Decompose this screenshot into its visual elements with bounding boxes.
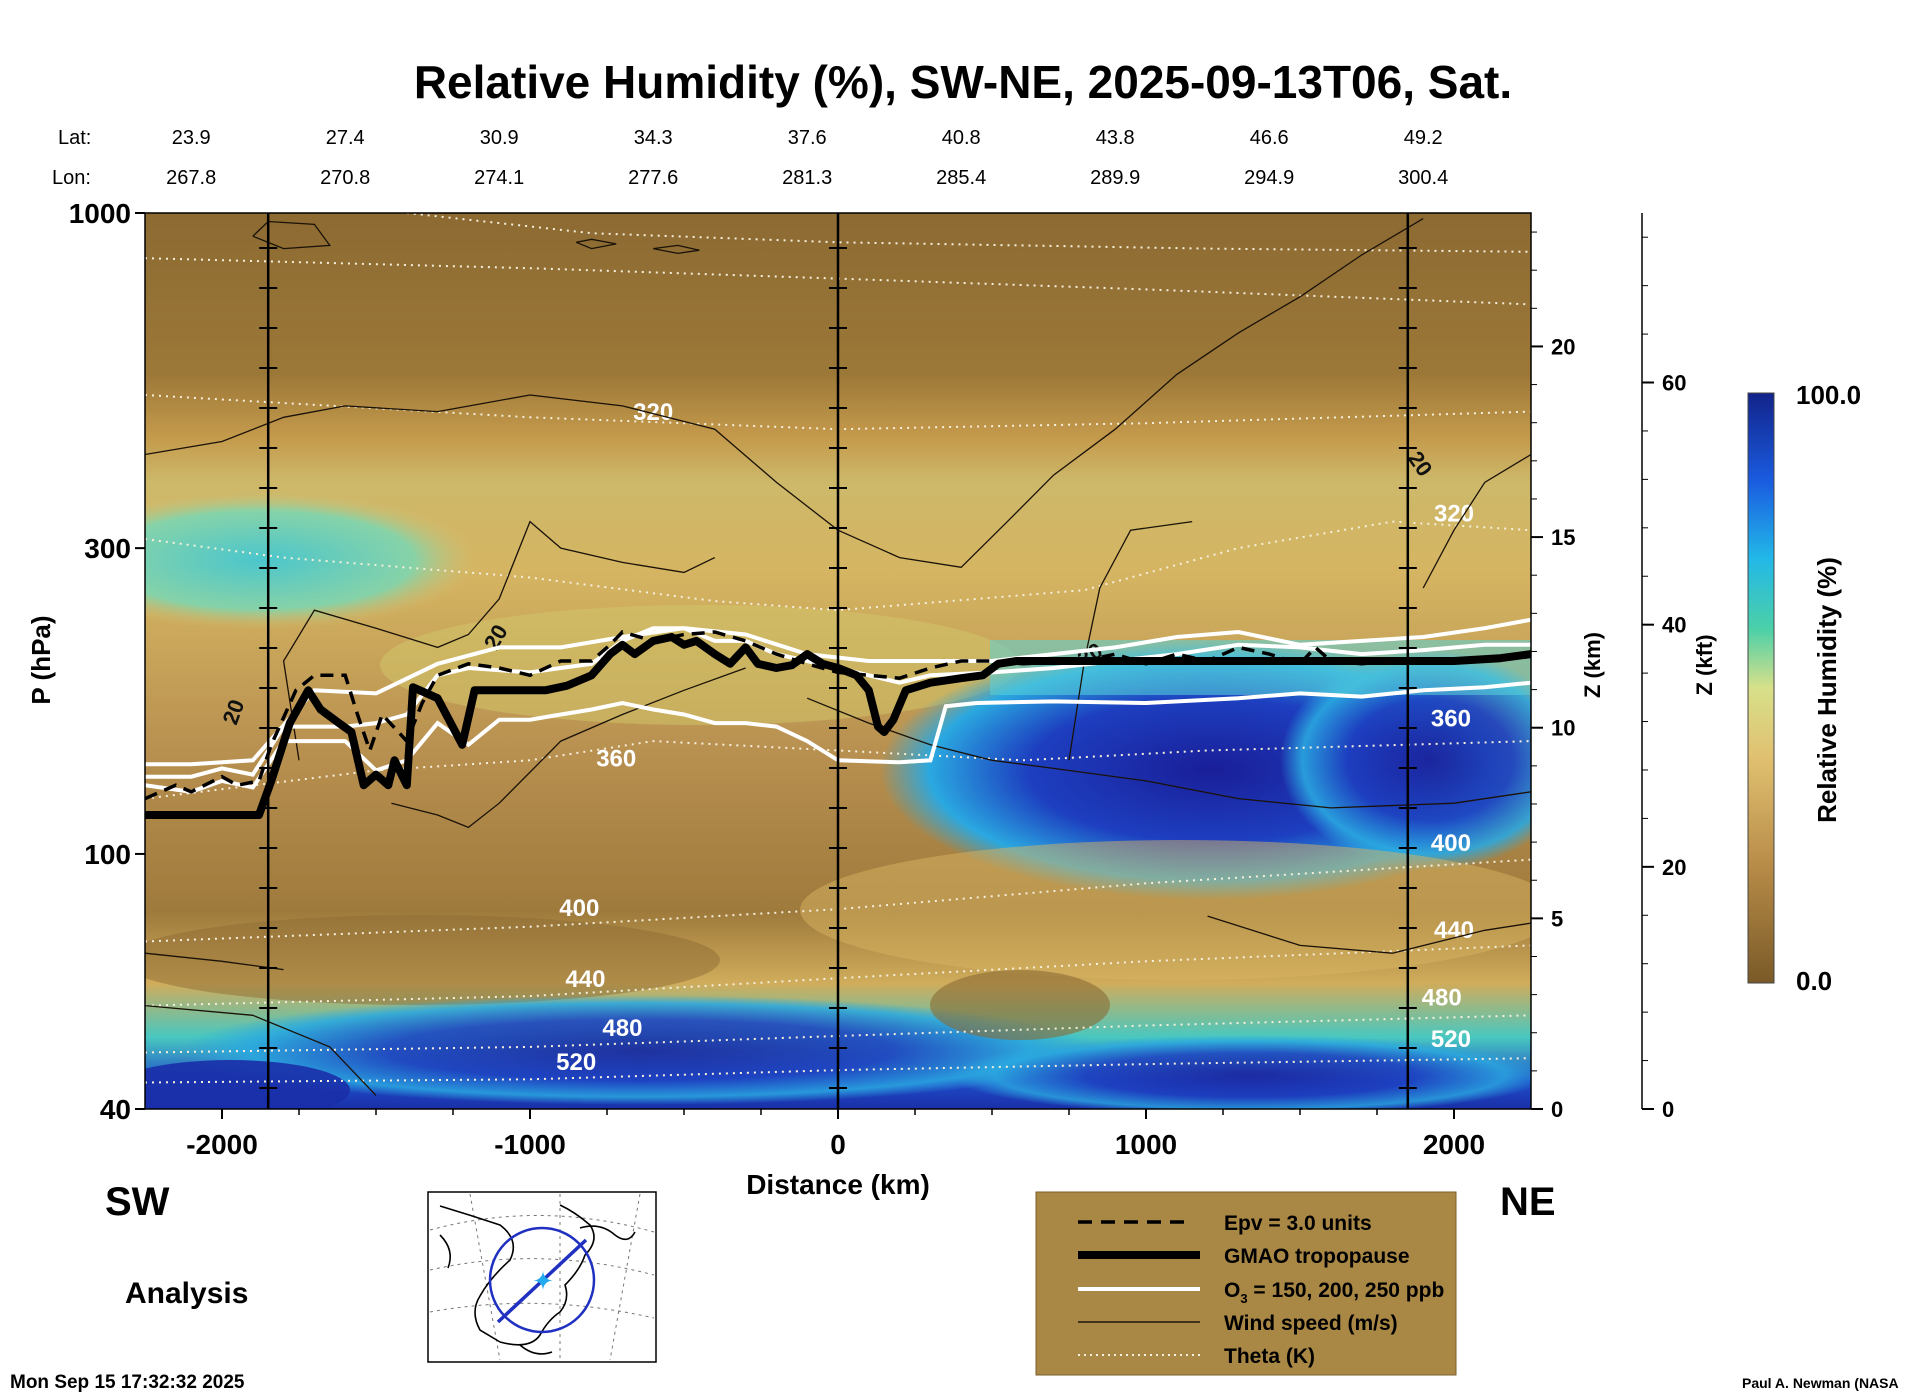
z-kft-tick-label: 20 [1662, 855, 1686, 880]
tropopause-line [145, 633, 1531, 819]
lon-value: 285.4 [936, 167, 986, 189]
lat-value: 23.9 [172, 127, 211, 149]
wind-speed-contour [575, 238, 617, 250]
lon-value: 270.8 [320, 167, 370, 189]
lon-label: Lon: [52, 167, 91, 189]
wind-speed-contour [653, 244, 700, 255]
lat-lon-header: 23.9 267.8 27.4 270.8 30.9 274.1 34.3 277.6 37.6… [166, 127, 1448, 189]
y-tick-label: 40 [100, 1094, 131, 1125]
z-kft-axis-label: Z (kft) [1692, 634, 1717, 695]
lat-value: 30.9 [480, 127, 519, 149]
timestamp: Mon Sep 15 17:32:32 2025 [10, 1372, 245, 1393]
colorbar-title: Relative Humidity (%) [1812, 557, 1842, 823]
lat-value: 34.3 [634, 127, 673, 149]
y-axis-label: P (hPa) [26, 615, 56, 704]
analysis-label: Analysis [125, 1277, 248, 1310]
z-km-tick-label: 20 [1551, 334, 1575, 359]
theta-440-label: 440 [565, 966, 605, 993]
theta-360-label: 360 [596, 745, 636, 772]
wind-speed-contour [252, 220, 332, 250]
ne-label: NE [1500, 1180, 1556, 1224]
chart-title: Relative Humidity (%), SW-NE, 2025-09-13… [414, 56, 1512, 108]
z-kft-tick-label: 0 [1662, 1097, 1674, 1122]
lat-label: Lat: [58, 127, 91, 149]
wind-speed-contour [145, 1004, 377, 1096]
humidity-field [145, 213, 1531, 1109]
theta-320-label: 320 [633, 399, 673, 426]
z-kft-tick-label: 60 [1662, 371, 1686, 396]
sw-label: SW [105, 1180, 170, 1224]
legend-epv-label: Epv = 3.0 units [1224, 1212, 1372, 1235]
x-tick-label: 1000 [1115, 1129, 1177, 1160]
epv-line [145, 630, 1531, 801]
theta-400-label: 400 [559, 895, 599, 922]
lat-value: 40.8 [942, 127, 981, 149]
lat-value: 46.6 [1250, 127, 1289, 149]
wind-speed-contour [1068, 520, 1193, 761]
ozone-contour [145, 626, 1531, 779]
lon-value: 267.8 [166, 167, 216, 189]
wind-speed-contour [145, 218, 1424, 568]
z-km-tick-label: 10 [1551, 716, 1575, 741]
legend-ozone-label: O3 = 150, 200, 250 ppb [1224, 1279, 1444, 1306]
z-km-tick-label: 15 [1551, 525, 1575, 550]
theta-400-label-right: 400 [1431, 830, 1471, 857]
colorbar-max-label: 100.0 [1796, 380, 1861, 410]
theta-520-label-right: 520 [1431, 1026, 1471, 1053]
z-km-axis-label: Z (km) [1580, 632, 1605, 698]
colorbar-min-label: 0.0 [1796, 966, 1832, 996]
lat-value: 43.8 [1096, 127, 1135, 149]
legend-tropopause-label: GMAO tropopause [1224, 1245, 1410, 1268]
theta-520-label: 520 [556, 1049, 596, 1076]
y-tick-label: 100 [84, 839, 131, 870]
lat-value: 37.6 [788, 127, 827, 149]
z-kft-tick-label: 40 [1662, 613, 1686, 638]
theta-480-label-right: 480 [1422, 985, 1462, 1012]
theta-360-line [145, 740, 1531, 800]
theta-320-label-right: 320 [1434, 501, 1474, 528]
wind-speed-contour [1422, 453, 1531, 589]
x-tick-label: -1000 [494, 1129, 566, 1160]
axes: -2000 -1000 0 1000 2000 40 100 300 1000 0 5 10 15 20 0… [69, 198, 1687, 1160]
lon-value: 300.4 [1398, 167, 1448, 189]
wind-speed-contour [145, 952, 284, 971]
wind-speed-contour [1207, 915, 1531, 954]
wind-speed-contour [391, 667, 746, 829]
plot-frame [144, 212, 1532, 1110]
x-tick-label: 0 [830, 1129, 846, 1160]
lon-value: 294.9 [1244, 167, 1294, 189]
lon-value: 274.1 [474, 167, 524, 189]
colorbar [1747, 392, 1775, 984]
x-axis-label: Distance (km) [746, 1169, 930, 1200]
svg-text:✦: ✦ [532, 1266, 554, 1296]
legend-theta-label: Theta (K) [1224, 1345, 1315, 1368]
theta-360-label-right: 360 [1431, 706, 1471, 733]
theta-480-label: 480 [602, 1015, 642, 1042]
credit: Paul A. Newman (NASA [1742, 1375, 1899, 1391]
wind-speed-contour [282, 520, 716, 761]
lat-value: 27.4 [326, 127, 365, 149]
y-tick-label: 300 [84, 533, 131, 564]
lon-value: 289.9 [1090, 167, 1140, 189]
z-km-tick-label: 0 [1551, 1097, 1563, 1122]
x-tick-label: 2000 [1423, 1129, 1485, 1160]
inset-map: ✦ [427, 1191, 657, 1363]
theta-440-label-right: 440 [1434, 917, 1474, 944]
legend: Epv = 3.0 units GMAO tropopause O3 = 150… [1035, 1191, 1457, 1376]
z-km-tick-label: 5 [1551, 906, 1563, 931]
legend-wind-label: Wind speed (m/s) [1224, 1312, 1398, 1335]
y-tick-label: 1000 [69, 198, 131, 229]
lat-value: 49.2 [1404, 127, 1443, 149]
wind-speed-contour [806, 697, 1531, 809]
x-tick-label: -2000 [186, 1129, 258, 1160]
lon-value: 281.3 [782, 167, 832, 189]
lon-value: 277.6 [628, 167, 678, 189]
